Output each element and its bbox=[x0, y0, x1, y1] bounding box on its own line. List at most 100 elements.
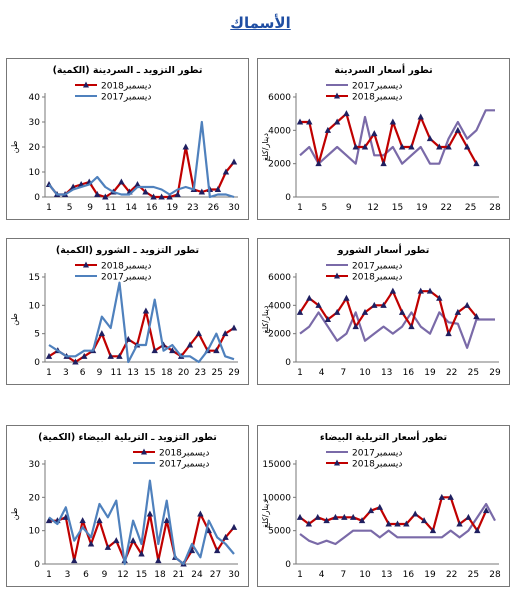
data-point bbox=[463, 301, 471, 308]
data-point bbox=[445, 143, 452, 150]
x-tick-label: 29 bbox=[489, 368, 501, 378]
legend-label: ديسمبر2017 bbox=[352, 449, 402, 459]
y-tick-label: 10000 bbox=[262, 493, 291, 503]
data-point bbox=[438, 493, 446, 500]
data-point bbox=[343, 294, 350, 301]
data-point bbox=[436, 143, 443, 150]
y-tick-label: 2000 bbox=[268, 330, 291, 340]
chart-price-shoura: تطور أسعار الشورو دينار/كلغ 0 2000 4000 6000 1… bbox=[261, 243, 501, 378]
data-point bbox=[104, 543, 112, 550]
legend-marker bbox=[83, 81, 89, 88]
x-tick-label: 4 bbox=[319, 368, 325, 378]
data-point bbox=[361, 308, 369, 315]
legend-marker bbox=[141, 448, 147, 455]
data-point bbox=[150, 193, 157, 200]
data-point bbox=[417, 113, 424, 120]
data-point bbox=[230, 158, 238, 165]
x-tick-label: 3 bbox=[63, 368, 69, 378]
data-point bbox=[116, 352, 123, 359]
data-point bbox=[71, 557, 78, 564]
y-tick-label: 0 bbox=[34, 560, 40, 570]
data-point bbox=[230, 523, 238, 530]
data-point bbox=[436, 294, 443, 301]
data-point bbox=[197, 510, 204, 517]
series-line-1 bbox=[299, 290, 478, 335]
series-line-0 bbox=[299, 311, 495, 349]
x-tick-label: 13 bbox=[381, 570, 392, 580]
x-tick-label: 7 bbox=[340, 570, 346, 580]
x-tick-label: 1 bbox=[46, 368, 52, 378]
legend-marker bbox=[334, 272, 340, 279]
data-point bbox=[195, 330, 202, 337]
data-point bbox=[98, 330, 106, 337]
y-tick-label: 10 bbox=[29, 301, 41, 311]
series-line-1 bbox=[48, 479, 235, 566]
x-tick-label: 22 bbox=[441, 203, 452, 213]
data-point bbox=[102, 193, 109, 200]
series-line-0 bbox=[299, 109, 495, 165]
data-point bbox=[94, 191, 101, 197]
data-point bbox=[371, 130, 378, 137]
y-axis-label: طن bbox=[10, 313, 19, 325]
panel-supply-white: تطور التزويد ـ التريلية البيضاء (الكمية)… bbox=[6, 425, 249, 587]
legend-label: ديسمبر2017 bbox=[352, 82, 402, 92]
x-tick-label: 16 bbox=[146, 203, 158, 213]
data-point bbox=[454, 126, 462, 133]
x-tick-label: 16 bbox=[403, 368, 415, 378]
data-point bbox=[324, 126, 332, 133]
data-point bbox=[79, 517, 86, 524]
data-point bbox=[96, 517, 103, 524]
x-tick-label: 28 bbox=[489, 570, 501, 580]
data-point bbox=[482, 507, 490, 514]
data-point bbox=[389, 118, 397, 125]
x-tick-label: 26 bbox=[208, 203, 220, 213]
x-tick-label: 18 bbox=[161, 368, 173, 378]
x-tick-label: 9 bbox=[87, 203, 93, 213]
data-point bbox=[186, 341, 194, 348]
x-tick-label: 23 bbox=[187, 203, 198, 213]
data-point bbox=[394, 520, 401, 527]
data-point bbox=[426, 287, 434, 294]
data-point bbox=[296, 308, 304, 315]
y-axis-label: دينار/كلغ bbox=[261, 500, 270, 528]
data-point bbox=[118, 178, 125, 185]
x-tick-label: 6 bbox=[80, 368, 86, 378]
legend-label: ديسمبر2017 bbox=[101, 93, 151, 103]
y-tick-label: 20 bbox=[29, 493, 41, 503]
data-point bbox=[151, 347, 158, 354]
data-point bbox=[45, 517, 53, 524]
data-point bbox=[315, 160, 322, 167]
y-tick-label: 0 bbox=[285, 358, 291, 368]
y-tick-label: 0 bbox=[34, 358, 40, 368]
x-tick-label: 1 bbox=[297, 368, 303, 378]
y-tick-label: 2000 bbox=[268, 160, 291, 170]
legend-marker bbox=[83, 261, 89, 268]
data-point bbox=[352, 143, 359, 150]
x-tick-label: 25 bbox=[468, 368, 479, 378]
page-title: الأسماك bbox=[230, 14, 291, 32]
x-tick-label: 15 bbox=[392, 203, 403, 213]
x-tick-label: 1 bbox=[46, 203, 52, 213]
x-tick-label: 15 bbox=[144, 368, 155, 378]
x-tick-label: 27 bbox=[210, 570, 221, 580]
y-tick-label: 10 bbox=[29, 527, 41, 537]
legend-label: ديسمبر2018 bbox=[352, 273, 402, 283]
x-tick-label: 19 bbox=[424, 570, 436, 580]
data-point bbox=[182, 143, 189, 150]
y-tick-label: 0 bbox=[285, 193, 291, 203]
data-point bbox=[129, 537, 137, 544]
x-tick-label: 16 bbox=[403, 570, 415, 580]
x-tick-label: 15 bbox=[136, 570, 147, 580]
y-tick-label: 4000 bbox=[268, 126, 291, 136]
x-tick-label: 14 bbox=[125, 203, 137, 213]
x-tick-label: 1 bbox=[46, 570, 52, 580]
x-tick-label: 10 bbox=[359, 368, 371, 378]
x-tick-label: 19 bbox=[167, 203, 179, 213]
y-tick-label: 40 bbox=[29, 93, 41, 103]
data-point bbox=[389, 287, 397, 294]
data-point bbox=[398, 143, 406, 150]
y-tick-label: 6000 bbox=[268, 93, 291, 103]
data-point bbox=[306, 294, 313, 301]
series-line-1 bbox=[48, 281, 235, 364]
